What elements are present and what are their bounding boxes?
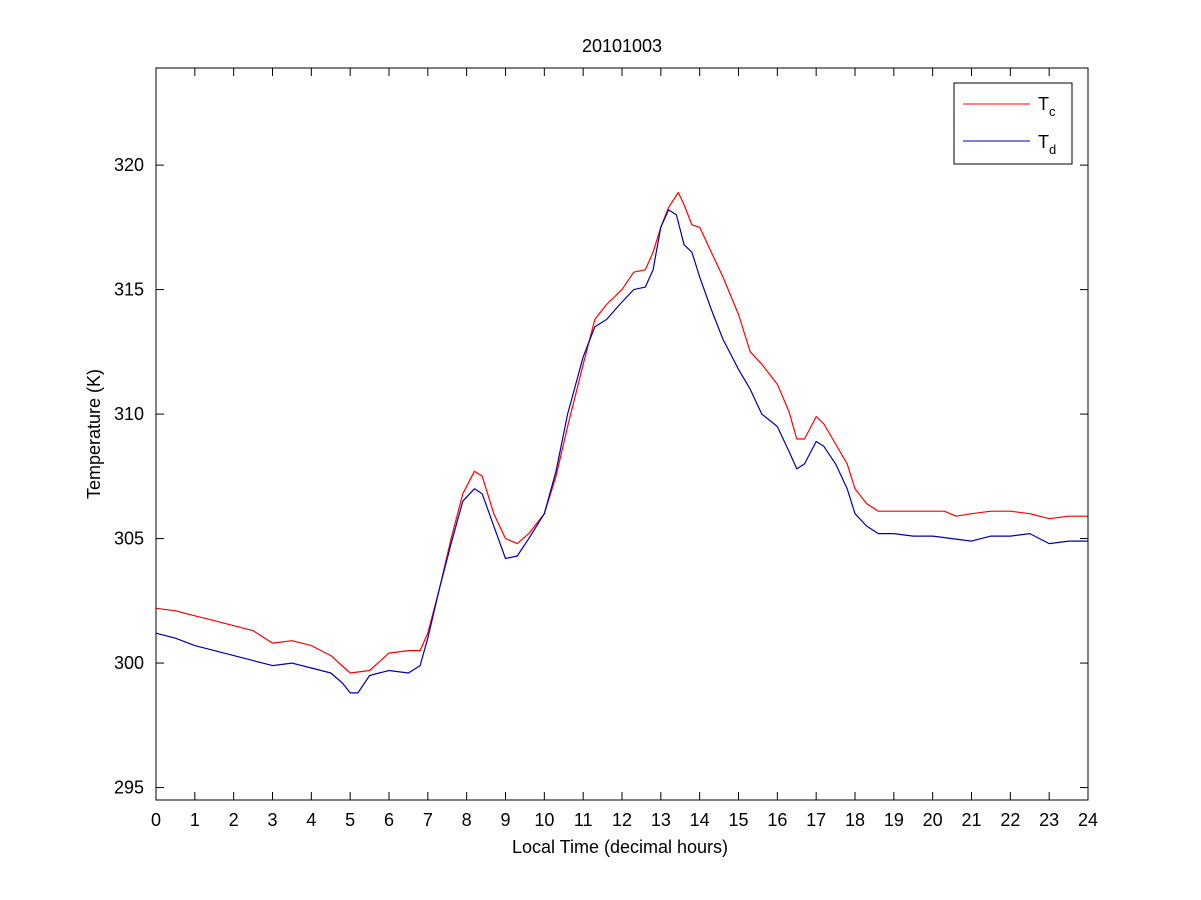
x-tick-label: 15 [728, 810, 748, 830]
series-line-td [155, 209, 1088, 694]
y-axis: 295 300 305 310 315 320 [114, 155, 1088, 798]
x-tick-label: 22 [1000, 810, 1020, 830]
x-tick-label: 8 [462, 810, 472, 830]
legend-entry-td: Td [1038, 132, 1056, 157]
x-tick-label: 0 [151, 810, 161, 830]
x-tick-label: 23 [1039, 810, 1059, 830]
x-tick-label: 10 [534, 810, 554, 830]
legend-label-tc: T [1038, 94, 1049, 114]
x-tick-label: 20 [923, 810, 943, 830]
x-tick-label: 11 [574, 810, 593, 830]
y-tick-label: 305 [114, 529, 144, 549]
legend-subscript-td: d [1049, 142, 1056, 157]
x-tick-label: 16 [767, 810, 787, 830]
x-tick-label: 2 [229, 810, 239, 830]
plot-area [156, 68, 1088, 800]
y-tick-label: 320 [114, 155, 144, 175]
legend-entry-tc: Tc [1038, 94, 1056, 119]
x-tick-label: 9 [500, 810, 510, 830]
y-tick-label: 315 [114, 280, 144, 300]
legend-box [953, 82, 1073, 165]
x-tick-label: 13 [651, 810, 671, 830]
y-tick-label: 310 [114, 404, 144, 424]
x-tick-label: 19 [884, 810, 904, 830]
x-tick-label: 14 [690, 810, 710, 830]
x-tick-label: 5 [345, 810, 355, 830]
x-tick-label: 21 [961, 810, 981, 830]
x-axis: 0 1 2 3 4 5 6 7 8 9 10 11 12 13 14 15 16 17 18 19 20 21 22 23 24 [151, 68, 1098, 830]
x-tick-label: 12 [612, 810, 632, 830]
y-axis-label: Temperature (K) [84, 369, 104, 499]
x-tick-label: 18 [845, 810, 865, 830]
x-tick-label: 3 [267, 810, 277, 830]
x-axis-label: Local Time (decimal hours) [512, 837, 728, 857]
x-tick-label: 24 [1078, 810, 1098, 830]
x-tick-label: 7 [423, 810, 433, 830]
chart-title: 20101003 [582, 36, 662, 56]
legend-subscript-tc: c [1049, 104, 1056, 119]
x-tick-label: 6 [384, 810, 394, 830]
series-line-tc [155, 191, 1088, 674]
x-tick-label: 4 [306, 810, 316, 830]
series-layer [155, 191, 1088, 694]
y-tick-label: 295 [114, 778, 144, 798]
x-tick-label: 1 [190, 810, 200, 830]
y-tick-label: 300 [114, 653, 144, 673]
legend-label-td: T [1038, 132, 1049, 152]
x-tick-label: 17 [806, 810, 826, 830]
legend: Tc Td [953, 82, 1073, 165]
